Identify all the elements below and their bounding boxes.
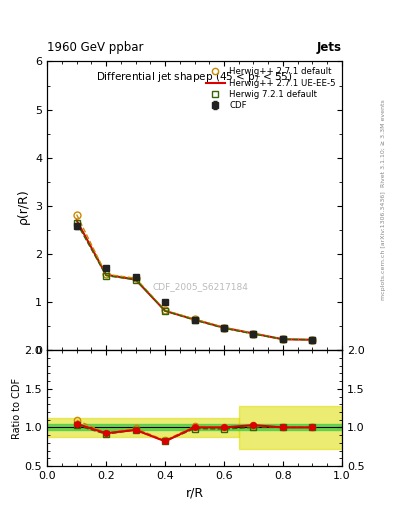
Herwig 7.2.1 default: [133, 276, 138, 283]
Herwig++ 2.7.1 default: [163, 307, 167, 313]
Herwig++ 2.7.1 UE-EE-5: [163, 308, 167, 314]
Herwig++ 2.7.1 default: [74, 211, 79, 218]
Herwig++ 2.7.1 default: [192, 316, 197, 322]
Herwig++ 2.7.1 UE-EE-5: [74, 217, 79, 223]
Herwig++ 2.7.1 default: [133, 275, 138, 281]
Herwig++ 2.7.1 default: [222, 325, 226, 331]
Line: Herwig++ 2.7.1 UE-EE-5: Herwig++ 2.7.1 UE-EE-5: [77, 220, 312, 340]
X-axis label: r/R: r/R: [185, 486, 204, 499]
Legend: Herwig++ 2.7.1 default, Herwig++ 2.7.1 UE-EE-5, Herwig 7.2.1 default, CDF: Herwig++ 2.7.1 default, Herwig++ 2.7.1 U…: [204, 66, 338, 112]
Herwig++ 2.7.1 UE-EE-5: [251, 330, 256, 336]
Herwig++ 2.7.1 default: [281, 336, 285, 343]
Herwig 7.2.1 default: [310, 337, 315, 343]
Herwig 7.2.1 default: [74, 220, 79, 226]
Herwig++ 2.7.1 UE-EE-5: [281, 336, 285, 343]
Herwig 7.2.1 default: [281, 336, 285, 343]
Text: Rivet 3.1.10; ≥ 3.3M events: Rivet 3.1.10; ≥ 3.3M events: [381, 99, 386, 187]
Herwig++ 2.7.1 UE-EE-5: [310, 337, 315, 343]
Herwig 7.2.1 default: [104, 273, 108, 279]
Herwig++ 2.7.1 default: [104, 271, 108, 278]
Text: CDF_2005_S6217184: CDF_2005_S6217184: [152, 282, 248, 291]
Text: 1960 GeV ppbar: 1960 GeV ppbar: [47, 41, 144, 54]
Herwig++ 2.7.1 default: [251, 330, 256, 336]
Y-axis label: Ratio to CDF: Ratio to CDF: [12, 377, 22, 439]
Herwig++ 2.7.1 UE-EE-5: [104, 272, 108, 278]
Y-axis label: ρ(r/R): ρ(r/R): [17, 188, 29, 224]
Text: mcplots.cern.ch [arXiv:1306.3436]: mcplots.cern.ch [arXiv:1306.3436]: [381, 191, 386, 300]
Herwig 7.2.1 default: [251, 331, 256, 337]
Text: Jets: Jets: [317, 41, 342, 54]
Herwig++ 2.7.1 default: [310, 337, 315, 343]
Text: Differential jet shapep (45 < p$_T$ < 55): Differential jet shapep (45 < p$_T$ < 55…: [96, 70, 293, 84]
Herwig++ 2.7.1 UE-EE-5: [222, 325, 226, 331]
Line: Herwig 7.2.1 default: Herwig 7.2.1 default: [73, 219, 316, 343]
Line: Herwig++ 2.7.1 default: Herwig++ 2.7.1 default: [73, 211, 316, 343]
Herwig++ 2.7.1 UE-EE-5: [133, 276, 138, 283]
Herwig 7.2.1 default: [222, 325, 226, 331]
Herwig 7.2.1 default: [192, 317, 197, 323]
Herwig 7.2.1 default: [163, 308, 167, 314]
Herwig++ 2.7.1 UE-EE-5: [192, 316, 197, 323]
